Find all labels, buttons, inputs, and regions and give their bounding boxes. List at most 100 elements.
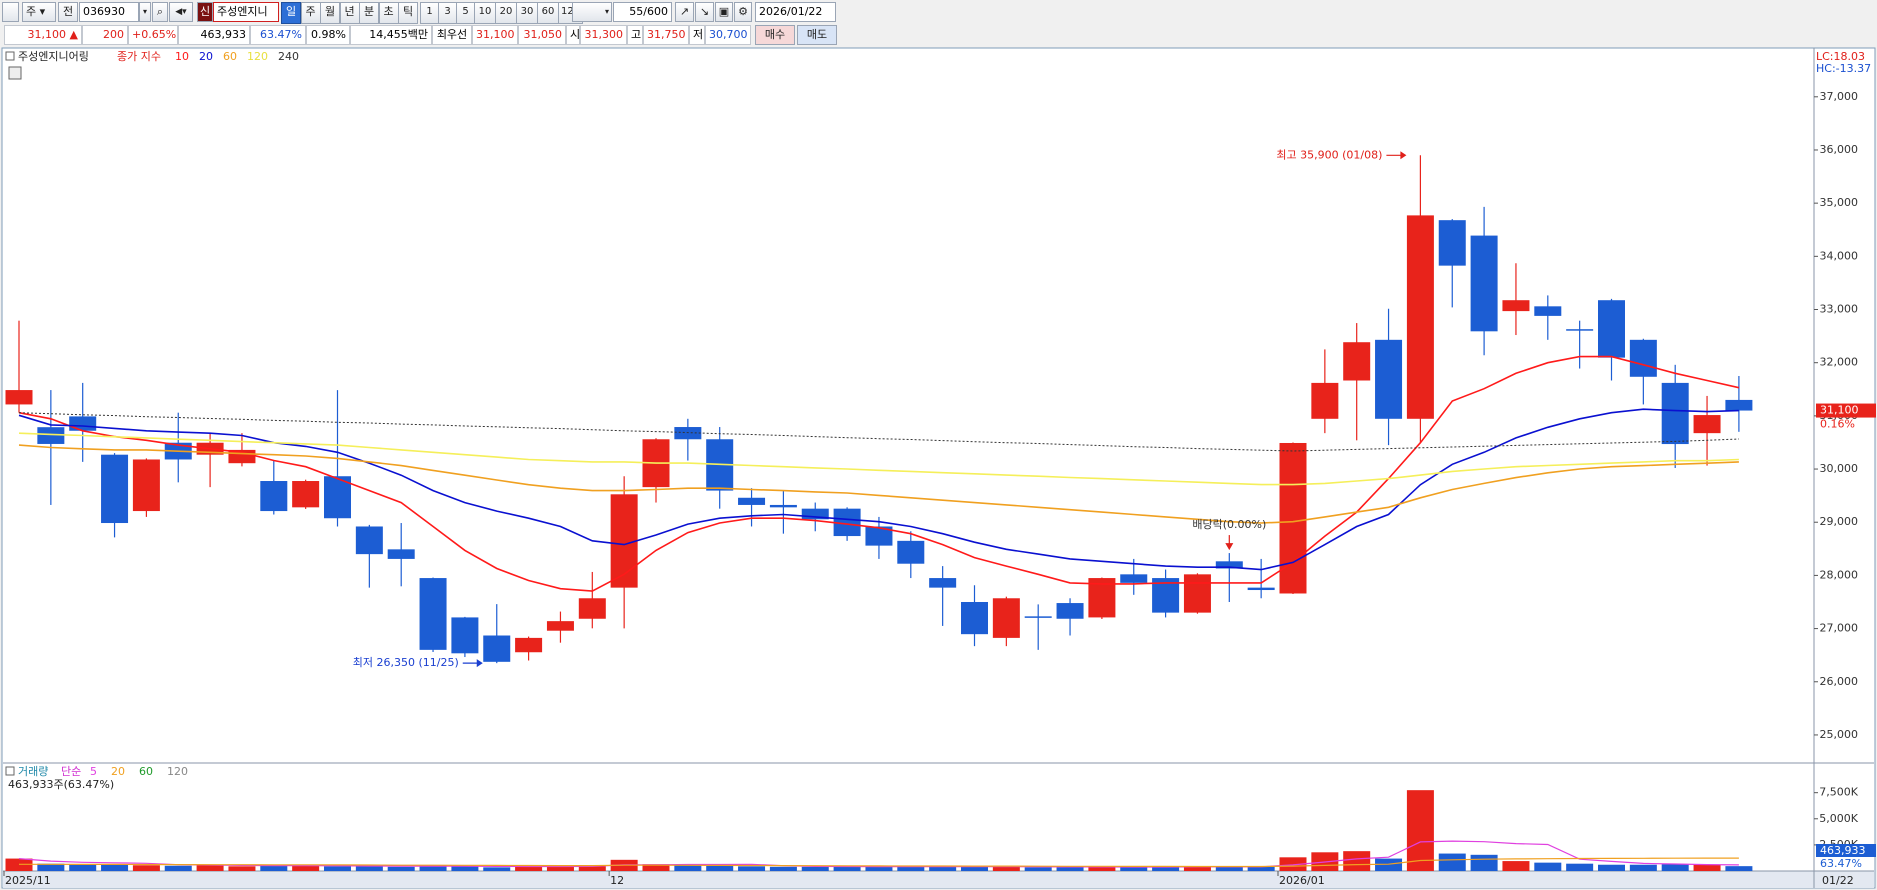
save-button[interactable]: ▣ (715, 2, 733, 22)
period-button[interactable]: 주 (300, 2, 321, 24)
volume-bar (1534, 862, 1562, 871)
interval-button[interactable]: 1 (420, 2, 439, 24)
candle-body (515, 637, 543, 653)
menu-button[interactable] (2, 2, 19, 22)
volume-bar (1598, 864, 1625, 871)
tool-button[interactable]: ↘ (695, 2, 714, 22)
candle-body (1406, 215, 1434, 419)
buy-button[interactable]: 매수 (755, 25, 795, 45)
interval-button[interactable]: 20 (495, 2, 517, 24)
x-tick-label: 2026/01 (1279, 874, 1325, 887)
candle-body (132, 459, 160, 512)
price-tag (1816, 403, 1876, 418)
volume-bar (642, 864, 670, 871)
volume-bar (706, 865, 734, 871)
candle-body (769, 504, 797, 508)
candle-body (897, 540, 925, 564)
tool-button[interactable]: ↗ (675, 2, 694, 22)
volume-bar (1629, 864, 1657, 871)
code-input[interactable]: 036930 (79, 2, 139, 22)
search-button[interactable]: ⌕ (152, 2, 168, 22)
panel-menu-icon[interactable] (8, 66, 22, 80)
interval-button[interactable]: 3 (438, 2, 457, 24)
candle-body (1502, 300, 1530, 312)
code-dropdown[interactable]: ▾ (139, 2, 151, 22)
sound-button[interactable]: ◀▾ (169, 2, 193, 22)
market-select[interactable]: 주 ▾ (22, 2, 56, 22)
price: 31,100 ▲ (4, 25, 82, 45)
best-bid: 31,050 (518, 25, 566, 45)
high: 31,750 (643, 25, 689, 45)
candle-body (324, 476, 351, 519)
volume-bar (1566, 863, 1594, 871)
new-badge[interactable]: 신 (197, 2, 213, 22)
period-button[interactable]: 틱 (398, 2, 418, 24)
count: 55/600 (629, 5, 668, 18)
turnover: 0.98% (306, 25, 350, 45)
volume-info: 463,933주(63.47%) (8, 778, 114, 791)
market: 주 (26, 5, 37, 18)
candle-body (865, 526, 893, 546)
volume-bar (1056, 867, 1084, 871)
panel-icon[interactable] (5, 51, 15, 61)
candle-body (1375, 339, 1403, 419)
candle-body (1693, 415, 1721, 434)
volume-bar (1088, 866, 1116, 871)
panel-icon[interactable] (5, 766, 15, 776)
low-label: 저 (689, 25, 705, 45)
candle-body (674, 427, 702, 440)
period-button[interactable]: 월 (320, 2, 340, 24)
volume-bar (769, 866, 797, 871)
ma-line (18, 432, 1739, 486)
sell-button[interactable]: 매도 (797, 25, 837, 45)
annotation: 최고 35,900 (01/08) (1276, 148, 1382, 161)
interval-button[interactable]: 30 (516, 2, 538, 24)
candle-body (292, 481, 320, 508)
annotation: 배당락(0.00%) (1192, 518, 1266, 531)
candle-body (69, 416, 97, 431)
y-tick-label: 28,000 (1820, 568, 1859, 581)
interval-button[interactable]: 60 (537, 2, 559, 24)
change: 200 (82, 25, 128, 45)
best-ask: 31,100 (472, 25, 518, 45)
candle-body (1534, 306, 1562, 316)
candle-body (546, 621, 574, 631)
volume-ratio-label: 63.47% (1820, 857, 1862, 870)
y-tick-label: 5,000K (1819, 812, 1858, 825)
scope-button[interactable]: 전 (58, 2, 78, 22)
volume-bar (419, 865, 447, 871)
change-pct: +0.65% (128, 25, 178, 45)
stock-name[interactable]: 주성엔지니 (213, 2, 279, 22)
volume-tag-label: 463,933 (1820, 844, 1866, 857)
period-button[interactable]: 초 (378, 2, 399, 24)
date-field[interactable]: 2026/01/22 (755, 2, 836, 22)
period-button[interactable]: 분 (359, 2, 379, 24)
date-strip (3, 871, 1874, 888)
candle-body (1279, 442, 1307, 594)
candle-body (1215, 561, 1243, 569)
interval-button[interactable]: 5 (456, 2, 475, 24)
blank-select[interactable]: ▾ (572, 2, 612, 22)
interval-button[interactable]: 10 (474, 2, 496, 24)
quote-bar: 31,100 ▲ 200 +0.65% 463,933 63.47% 0.98%… (0, 25, 1877, 45)
volume-bar (738, 866, 766, 871)
legend-entry: 240 (278, 50, 299, 63)
settings-button[interactable]: ⚙ (734, 2, 752, 22)
ma-line (18, 355, 1740, 592)
volume-bar (1120, 866, 1148, 871)
volume-legend-title: 단순 (61, 765, 81, 778)
annotation: 최저 26,350 (11/25) (353, 656, 459, 669)
volume-bar (1183, 866, 1211, 871)
y-tick-label: 37,000 (1820, 90, 1859, 103)
count-field[interactable]: 55/600 (613, 2, 672, 22)
period-button[interactable]: 일 (281, 2, 301, 24)
candle-body (5, 390, 33, 405)
candle-body (1247, 587, 1275, 591)
volume-bar (897, 866, 925, 871)
y-tick-label: 29,000 (1820, 515, 1859, 528)
period-button[interactable]: 년 (339, 2, 360, 24)
volume-bar (578, 866, 606, 871)
volume-bar (1406, 790, 1434, 871)
chart-title: 주성엔지니어링 (18, 50, 89, 63)
